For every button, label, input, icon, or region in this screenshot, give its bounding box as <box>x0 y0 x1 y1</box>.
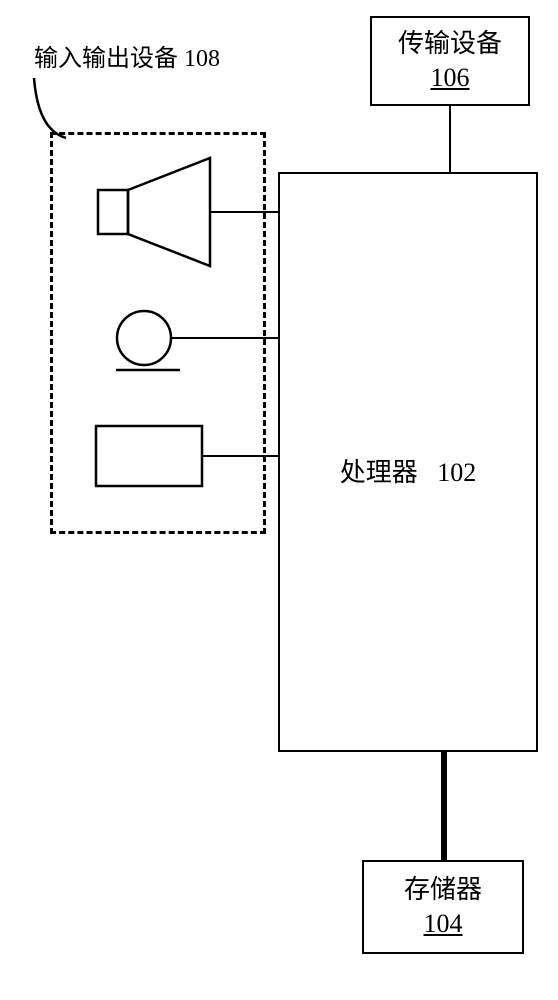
io-group-label: 输入输出设备 108 <box>34 38 220 73</box>
transport-num: 106 <box>431 61 470 95</box>
processor-num: 102 <box>437 458 476 487</box>
transport-box: 传输设备 106 <box>370 16 530 106</box>
transport-label: 传输设备 <box>398 27 502 61</box>
memory-label: 存储器 <box>404 873 482 907</box>
memory-box: 存储器 104 <box>362 860 524 954</box>
memory-num: 104 <box>424 907 463 941</box>
diagram-stage: 输入输出设备 108 传输设备 106 处理器 102 存储器 104 <box>0 0 558 1000</box>
processor-label-wrap: 处理器 102 <box>280 452 536 489</box>
io-bracket-curve <box>34 78 66 138</box>
io-group-box <box>50 132 266 534</box>
processor-box: 处理器 102 <box>278 172 538 752</box>
processor-label: 处理器 <box>340 458 418 487</box>
